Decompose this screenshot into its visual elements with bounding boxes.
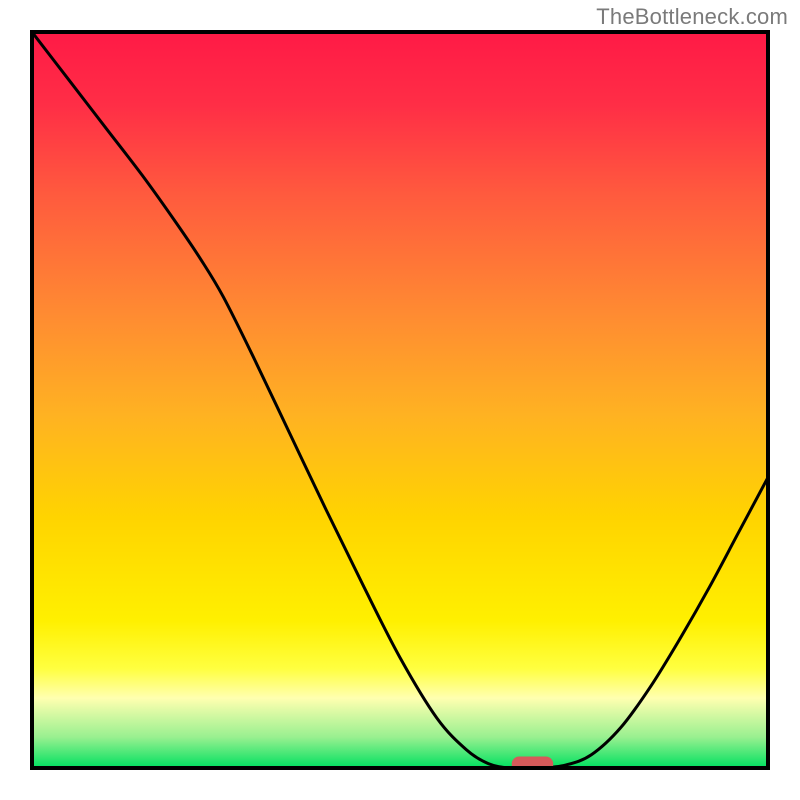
bottleneck-chart: TheBottleneck.com	[0, 0, 800, 800]
chart-svg	[0, 0, 800, 800]
watermark-text: TheBottleneck.com	[596, 4, 788, 30]
